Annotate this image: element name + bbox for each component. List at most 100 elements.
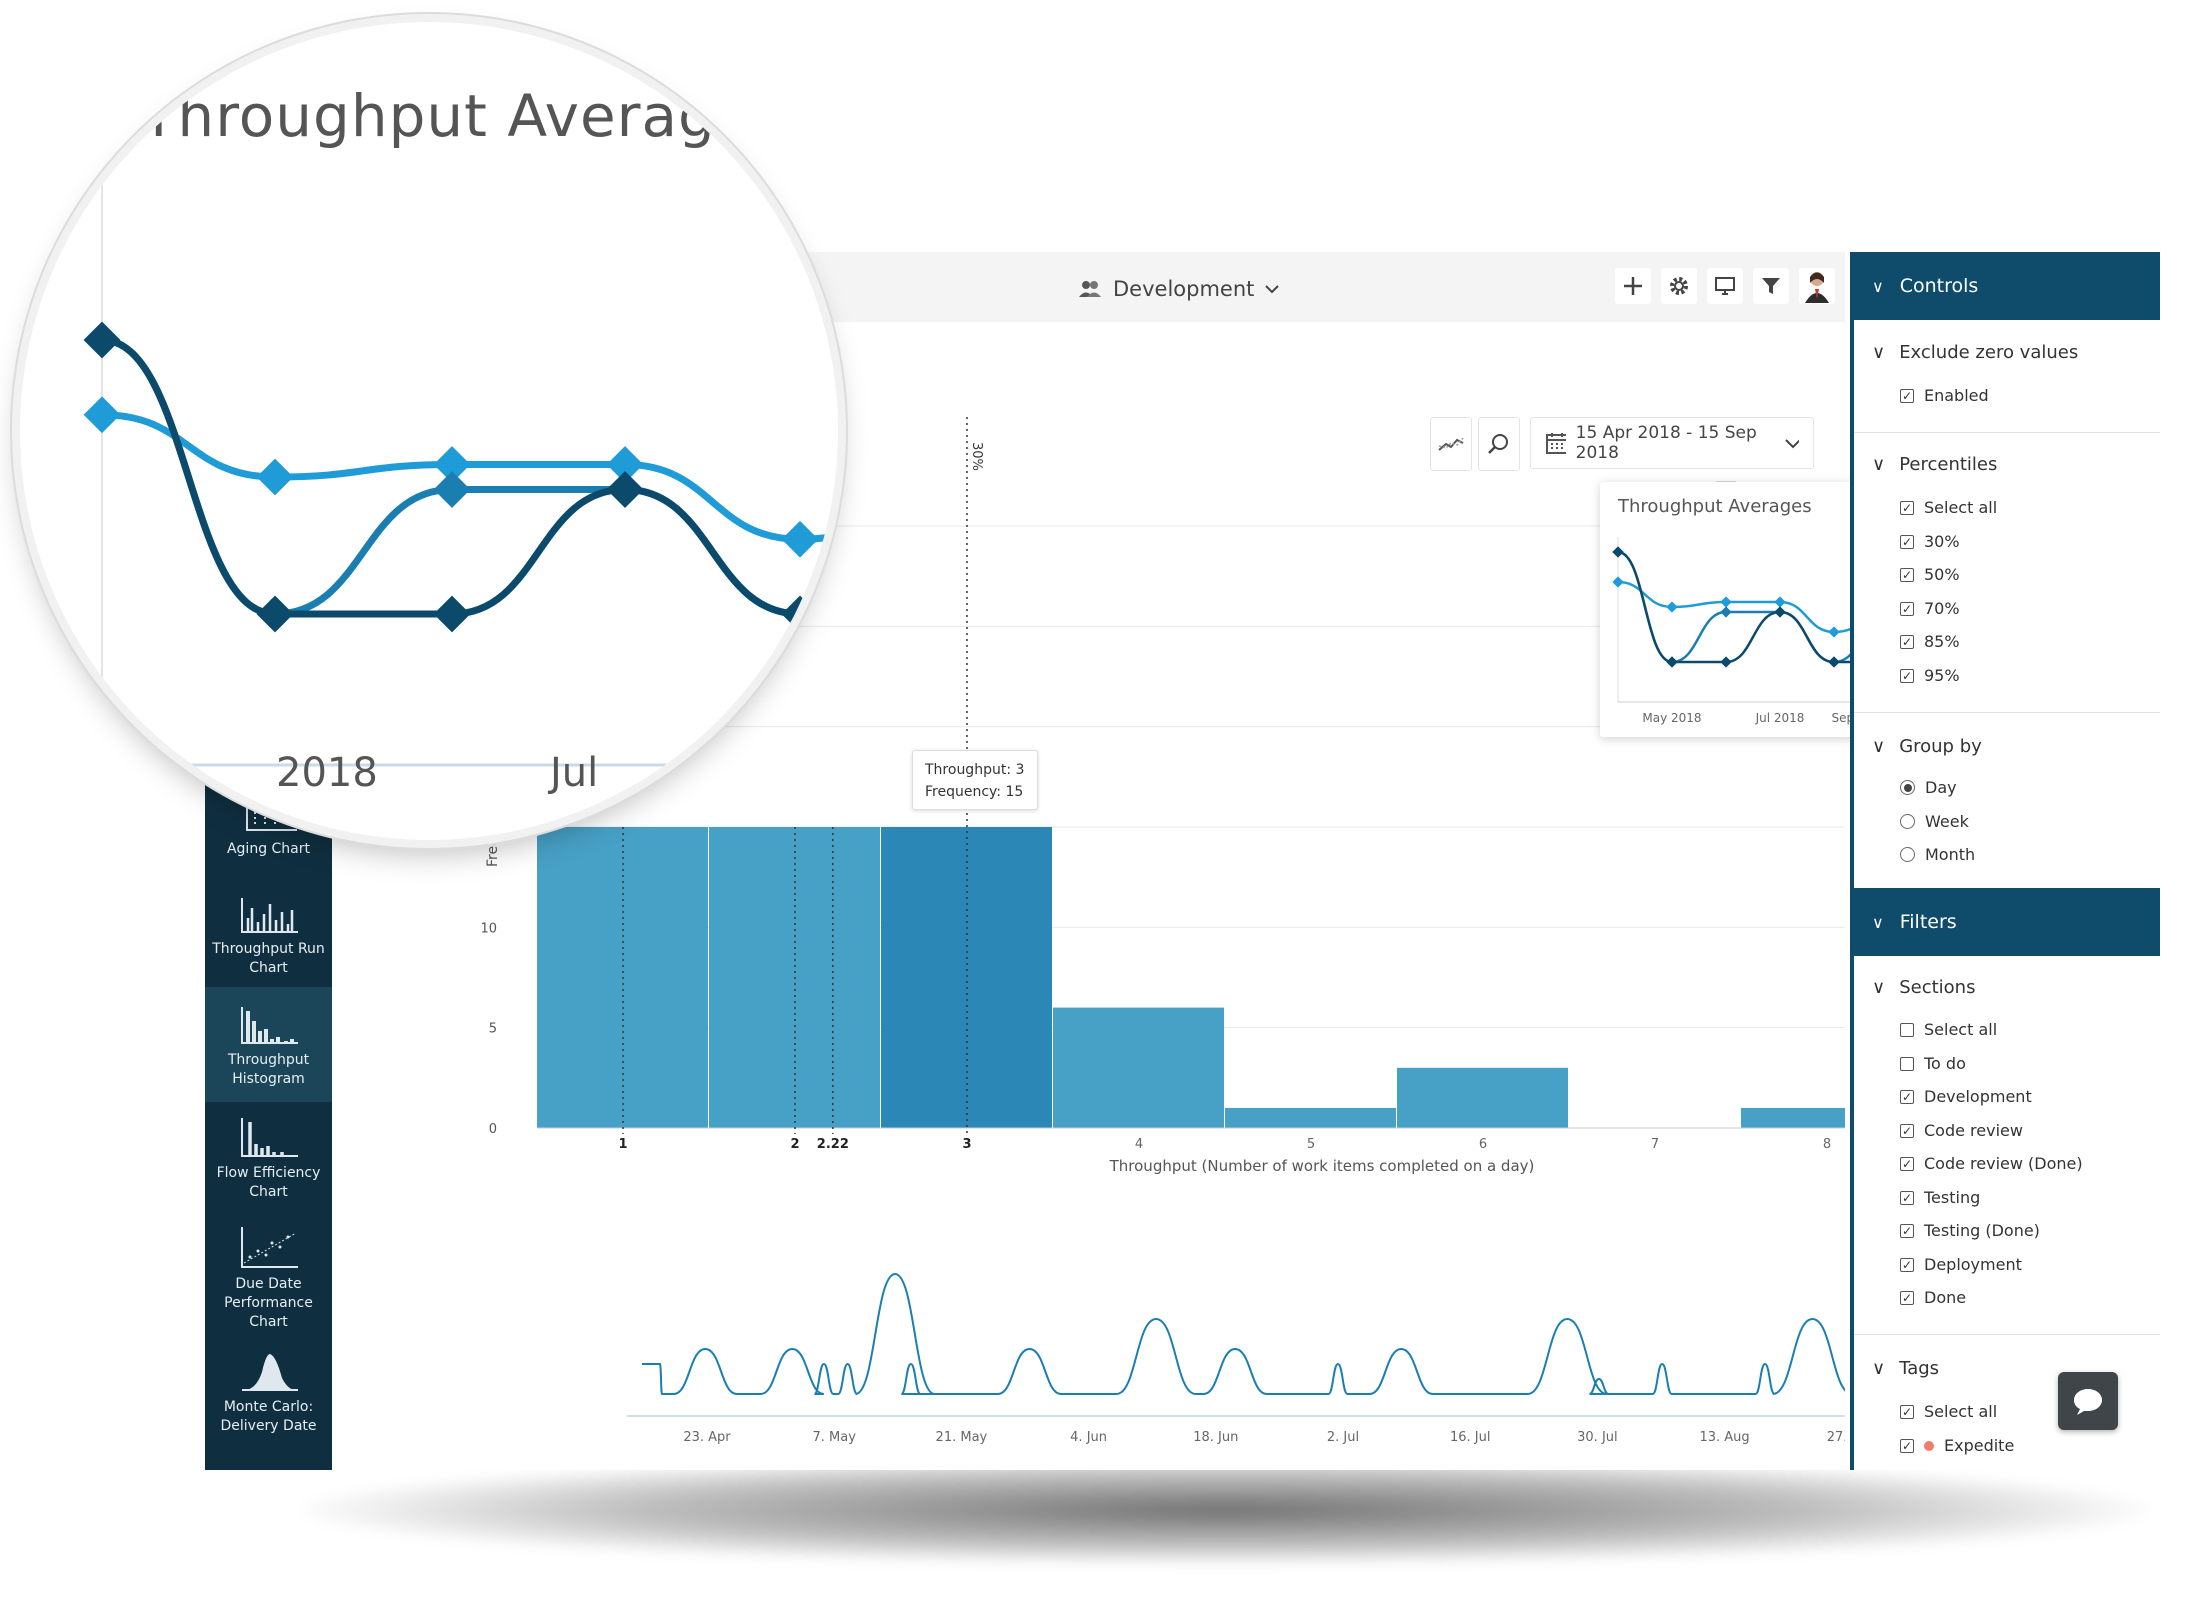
mag-series-marker <box>256 595 294 633</box>
option-50[interactable]: ✓ 50% <box>1900 565 1960 584</box>
checkbox-checked[interactable]: ✓ <box>1900 601 1914 616</box>
option-label: Select all <box>1924 498 1998 517</box>
mag-series-marker <box>83 321 121 359</box>
radio-unselected[interactable] <box>1900 847 1915 862</box>
option-95[interactable]: ✓ 95% <box>1900 666 1960 685</box>
tag-expedite[interactable]: ✓ Expedite <box>1900 1436 2014 1455</box>
chat-button[interactable] <box>2058 1372 2118 1430</box>
section-development[interactable]: ✓ Development <box>1900 1087 2032 1106</box>
percentile-name: 30% <box>969 442 984 471</box>
magnified-tick: Jul <box>550 750 599 796</box>
checkbox-checked[interactable]: ✓ <box>1900 1190 1914 1205</box>
exclude-zero-group[interactable]: ∨ Exclude zero values <box>1872 342 2078 363</box>
checkbox-checked[interactable]: ✓ <box>1900 500 1914 515</box>
option-label: Week <box>1925 812 1969 831</box>
nav-throughput-histogram[interactable]: Throughput Histogram <box>205 987 332 1102</box>
checkbox-checked[interactable]: ✓ <box>1900 634 1914 649</box>
chat-bubble-icon <box>2074 1389 2102 1415</box>
checkbox-unchecked[interactable] <box>1900 1022 1914 1037</box>
checkbox-checked[interactable]: ✓ <box>1900 1156 1914 1171</box>
group-by-group[interactable]: ∨ Group by <box>1872 736 1982 757</box>
nav-flow-efficiency[interactable]: Flow Efficiency Chart <box>205 1102 332 1217</box>
magnified-title: Throughput Averages <box>141 82 784 150</box>
option-label: 50% <box>1924 565 1960 584</box>
option-label: Code review (Done) <box>1924 1154 2083 1173</box>
checkbox-checked[interactable]: ✓ <box>1900 668 1914 683</box>
option-enabled[interactable]: ✓ Enabled <box>1900 386 1989 405</box>
radio-day[interactable]: Day <box>1900 778 1957 797</box>
checkbox-checked[interactable]: ✓ <box>1900 1290 1914 1305</box>
filters-header[interactable]: ∨ Filters <box>1854 888 2160 956</box>
popup-series-marker <box>1720 606 1732 618</box>
section-done[interactable]: ✓ Done <box>1900 1288 1966 1307</box>
filters-title: Filters <box>1899 911 1957 933</box>
right-panel: ∨ Controls ∨ Exclude zero values ✓ Enabled … <box>1850 252 2160 1470</box>
bar-tooltip: Throughput: 3 Frequency: 15 <box>912 750 1038 810</box>
checkbox-checked[interactable]: ✓ <box>1900 1089 1914 1104</box>
section-select-all[interactable]: Select all <box>1900 1020 1997 1039</box>
nav-aging-chart[interactable]: Aging Chart <box>205 772 332 872</box>
option-label: To do <box>1924 1054 1966 1073</box>
popup-title: Throughput Averages <box>1618 496 1812 517</box>
divider <box>1854 432 2160 433</box>
controls-header[interactable]: ∨ Controls <box>1854 252 2160 320</box>
percentile-label: 2.22 <box>817 1137 849 1152</box>
magnifier-lens: Throughput Averages 2018 Jul <box>20 22 838 840</box>
section-testing-done[interactable]: ✓ Testing (Done) <box>1900 1221 2040 1240</box>
radio-month[interactable]: Month <box>1900 845 1975 864</box>
display-button[interactable] <box>1707 268 1743 304</box>
drop-shadow <box>300 1455 2150 1565</box>
option-select-all[interactable]: ✓ Select all <box>1900 498 1997 517</box>
chart-type-button[interactable] <box>1430 417 1472 471</box>
checkbox-checked[interactable]: ✓ <box>1900 1438 1914 1453</box>
checkbox-checked[interactable]: ✓ <box>1900 1223 1914 1238</box>
tag-select-all[interactable]: ✓ Select all <box>1900 1402 1997 1421</box>
radio-week[interactable]: Week <box>1900 812 1969 831</box>
nav-throughput-run-chart[interactable]: Throughput Run Chart <box>205 872 332 987</box>
checkbox-checked[interactable]: ✓ <box>1900 1257 1914 1272</box>
settings-button[interactable] <box>1661 268 1697 304</box>
search-button[interactable] <box>1478 417 1520 471</box>
nav-due-date-performance[interactable]: Due Date Performance Chart <box>205 1217 332 1342</box>
add-button[interactable] <box>1615 268 1651 304</box>
mag-series-marker <box>433 446 471 483</box>
percentiles-group[interactable]: ∨ Percentiles <box>1872 454 1997 475</box>
checkbox-checked[interactable]: ✓ <box>1900 1123 1914 1138</box>
monitor-icon <box>1715 277 1735 295</box>
flow-efficiency-icon <box>240 1118 298 1157</box>
chevron-down-icon: ∨ <box>1872 736 1886 757</box>
section-testing[interactable]: ✓ Testing <box>1900 1188 1980 1207</box>
nav-monte-carlo[interactable]: Monte Carlo: Delivery Date <box>205 1342 332 1470</box>
section-to-do[interactable]: To do <box>1900 1054 1966 1073</box>
user-avatar[interactable] <box>1799 268 1835 304</box>
checkbox-checked[interactable]: ✓ <box>1900 388 1914 403</box>
date-range-picker[interactable]: 15 Apr 2018 - 15 Sep 2018 <box>1530 417 1814 469</box>
option-30[interactable]: ✓ 30% <box>1900 532 1960 551</box>
popup-x-tick-label: May 2018 <box>1642 711 1701 725</box>
filter-icon <box>1762 278 1780 294</box>
checkbox-unchecked[interactable] <box>1900 1056 1914 1071</box>
section-code-review[interactable]: ✓ Code review <box>1900 1121 2023 1140</box>
checkbox-checked[interactable]: ✓ <box>1900 1404 1914 1419</box>
histogram-icon <box>240 1007 298 1044</box>
filter-button[interactable] <box>1753 268 1789 304</box>
tags-group[interactable]: ∨ Tags <box>1872 1358 1939 1379</box>
date-range-text: 15 Apr 2018 - 15 Sep 2018 <box>1575 423 1757 463</box>
option-85[interactable]: ✓ 85% <box>1900 632 1960 651</box>
section-code-review-done[interactable]: ✓ Code review (Done) <box>1900 1154 2083 1173</box>
run-x-tick-label: 4. Jun <box>1070 1430 1107 1445</box>
option-70[interactable]: ✓ 70% <box>1900 599 1960 618</box>
popup-series-marker <box>1666 656 1678 668</box>
radio-selected[interactable] <box>1900 780 1915 795</box>
checkbox-checked[interactable]: ✓ <box>1900 534 1914 549</box>
radio-unselected[interactable] <box>1900 814 1915 829</box>
section-deployment[interactable]: ✓ Deployment <box>1900 1255 2022 1274</box>
nav-label: Due Date Performance Chart <box>224 1276 313 1330</box>
sections-group[interactable]: ∨ Sections <box>1872 977 1975 998</box>
checkbox-checked[interactable]: ✓ <box>1900 567 1914 582</box>
x-tick-label: 8 <box>1823 1137 1831 1152</box>
team-selector[interactable]: Development <box>1077 277 1280 301</box>
mag-series-marker <box>256 458 294 496</box>
trend-icon <box>1438 437 1464 451</box>
option-label: Testing (Done) <box>1924 1221 2040 1240</box>
